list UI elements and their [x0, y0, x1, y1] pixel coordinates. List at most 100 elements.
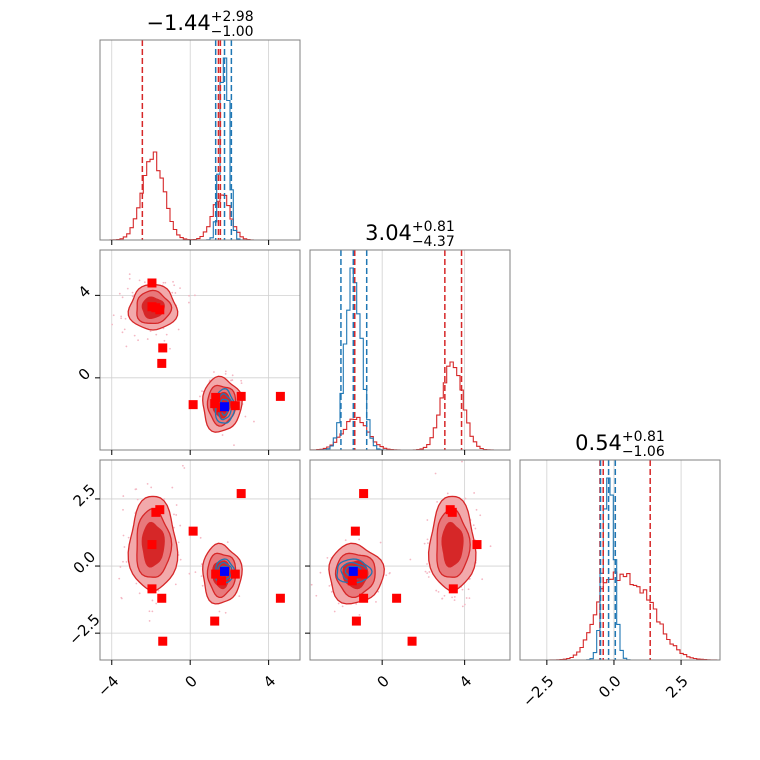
sample-point: [238, 595, 241, 597]
sample-point: [171, 291, 174, 294]
x-tick-label-p1-1: 4: [456, 672, 475, 691]
red-marker-3: [158, 636, 168, 646]
sample-point: [148, 620, 151, 622]
sample-point: [424, 570, 427, 573]
sample-point: [426, 538, 429, 541]
sample-point: [240, 379, 243, 382]
sample-point: [138, 279, 141, 282]
red-marker-7: [236, 391, 246, 401]
sample-point: [461, 588, 464, 591]
red-marker-2: [445, 505, 455, 515]
sample-point: [151, 599, 154, 602]
sample-point: [125, 561, 128, 563]
sample-point: [174, 292, 177, 294]
sample-point: [333, 610, 336, 613]
sample-point: [120, 315, 123, 318]
blue-contour-0: [336, 558, 373, 584]
sample-point: [464, 497, 467, 500]
x-tick-label-p2-2: 2.5: [662, 672, 692, 702]
sample-point: [479, 514, 482, 517]
sample-point: [194, 571, 197, 574]
title-plus: +0.81: [622, 429, 665, 445]
sample-point: [240, 382, 243, 385]
sample-point: [467, 588, 470, 591]
sample-point: [179, 558, 182, 561]
red-marker-6: [210, 399, 220, 409]
red-marker-2: [155, 505, 165, 515]
panel-border: [309, 249, 511, 451]
sample-point: [315, 594, 318, 597]
sample-point: [123, 546, 126, 548]
sample-point: [451, 596, 453, 599]
red-marker-9: [211, 392, 221, 402]
sample-point: [200, 575, 203, 578]
sample-point: [177, 328, 180, 331]
title-minus: −1.06: [622, 444, 665, 460]
sample-point: [474, 527, 477, 530]
title-value: −1.44: [146, 11, 210, 35]
sample-point: [181, 464, 184, 467]
sample-point: [468, 577, 471, 580]
sample-point: [358, 538, 361, 541]
red-marker-5: [188, 526, 198, 536]
title-plus: +2.98: [211, 9, 254, 25]
sample-point: [119, 566, 122, 568]
sample-point: [120, 597, 123, 600]
x-tick-label-p1-0: 0: [373, 672, 392, 691]
red-marker-5: [350, 526, 360, 536]
sample-point: [124, 317, 127, 320]
red-contour-0-2: [441, 521, 464, 568]
red-marker-8: [359, 593, 369, 603]
title-plus: +0.81: [412, 219, 455, 235]
red-marker-0: [472, 540, 482, 550]
red-marker-12: [230, 401, 240, 411]
sample-point: [172, 280, 174, 283]
sample-point: [244, 415, 247, 418]
red-marker-9: [358, 569, 368, 579]
panel-p0-p2-content: [118, 464, 285, 646]
sample-point: [489, 545, 492, 548]
red-marker-11: [347, 576, 357, 586]
red-marker-4: [392, 593, 402, 603]
sample-point: [379, 541, 382, 544]
sample-point: [224, 611, 227, 614]
sample-point: [150, 486, 153, 489]
sample-point: [231, 374, 234, 377]
sample-point: [201, 584, 204, 587]
red-marker-10: [448, 584, 458, 594]
sample-point: [233, 444, 235, 447]
y-tick-label-p2-1: 0.0: [70, 548, 100, 578]
red-marker-4: [157, 593, 167, 603]
sample-point: [163, 339, 166, 342]
sample-point: [149, 330, 152, 332]
sample-point: [443, 594, 446, 597]
panel-border: [99, 249, 301, 451]
sample-point: [344, 539, 347, 542]
sample-point: [426, 563, 428, 565]
sample-point: [475, 508, 478, 511]
sample-point: [427, 576, 430, 578]
sample-point: [148, 610, 151, 613]
sample-point: [213, 371, 215, 373]
sample-point: [253, 420, 255, 423]
sample-point: [231, 379, 234, 381]
sample-point: [435, 589, 438, 592]
red-marker-12: [230, 569, 240, 579]
sample-point: [131, 295, 134, 298]
hist-p2-blue-histogram: [520, 477, 720, 660]
sample-point: [151, 610, 154, 613]
red-marker-3: [158, 343, 168, 353]
red-marker-3: [407, 636, 417, 646]
sample-point: [127, 536, 130, 539]
sample-point: [319, 571, 322, 574]
sample-point: [188, 301, 190, 304]
sample-point: [453, 596, 456, 598]
sample-point: [472, 524, 475, 527]
sample-point: [201, 390, 203, 392]
x-tick-label-p2-1: 0.0: [595, 672, 625, 702]
sample-point: [162, 281, 165, 284]
sample-point: [188, 572, 191, 575]
x-tick-label-p0-0: −4: [94, 672, 122, 700]
sample-point: [169, 347, 171, 350]
sample-point: [330, 591, 333, 593]
